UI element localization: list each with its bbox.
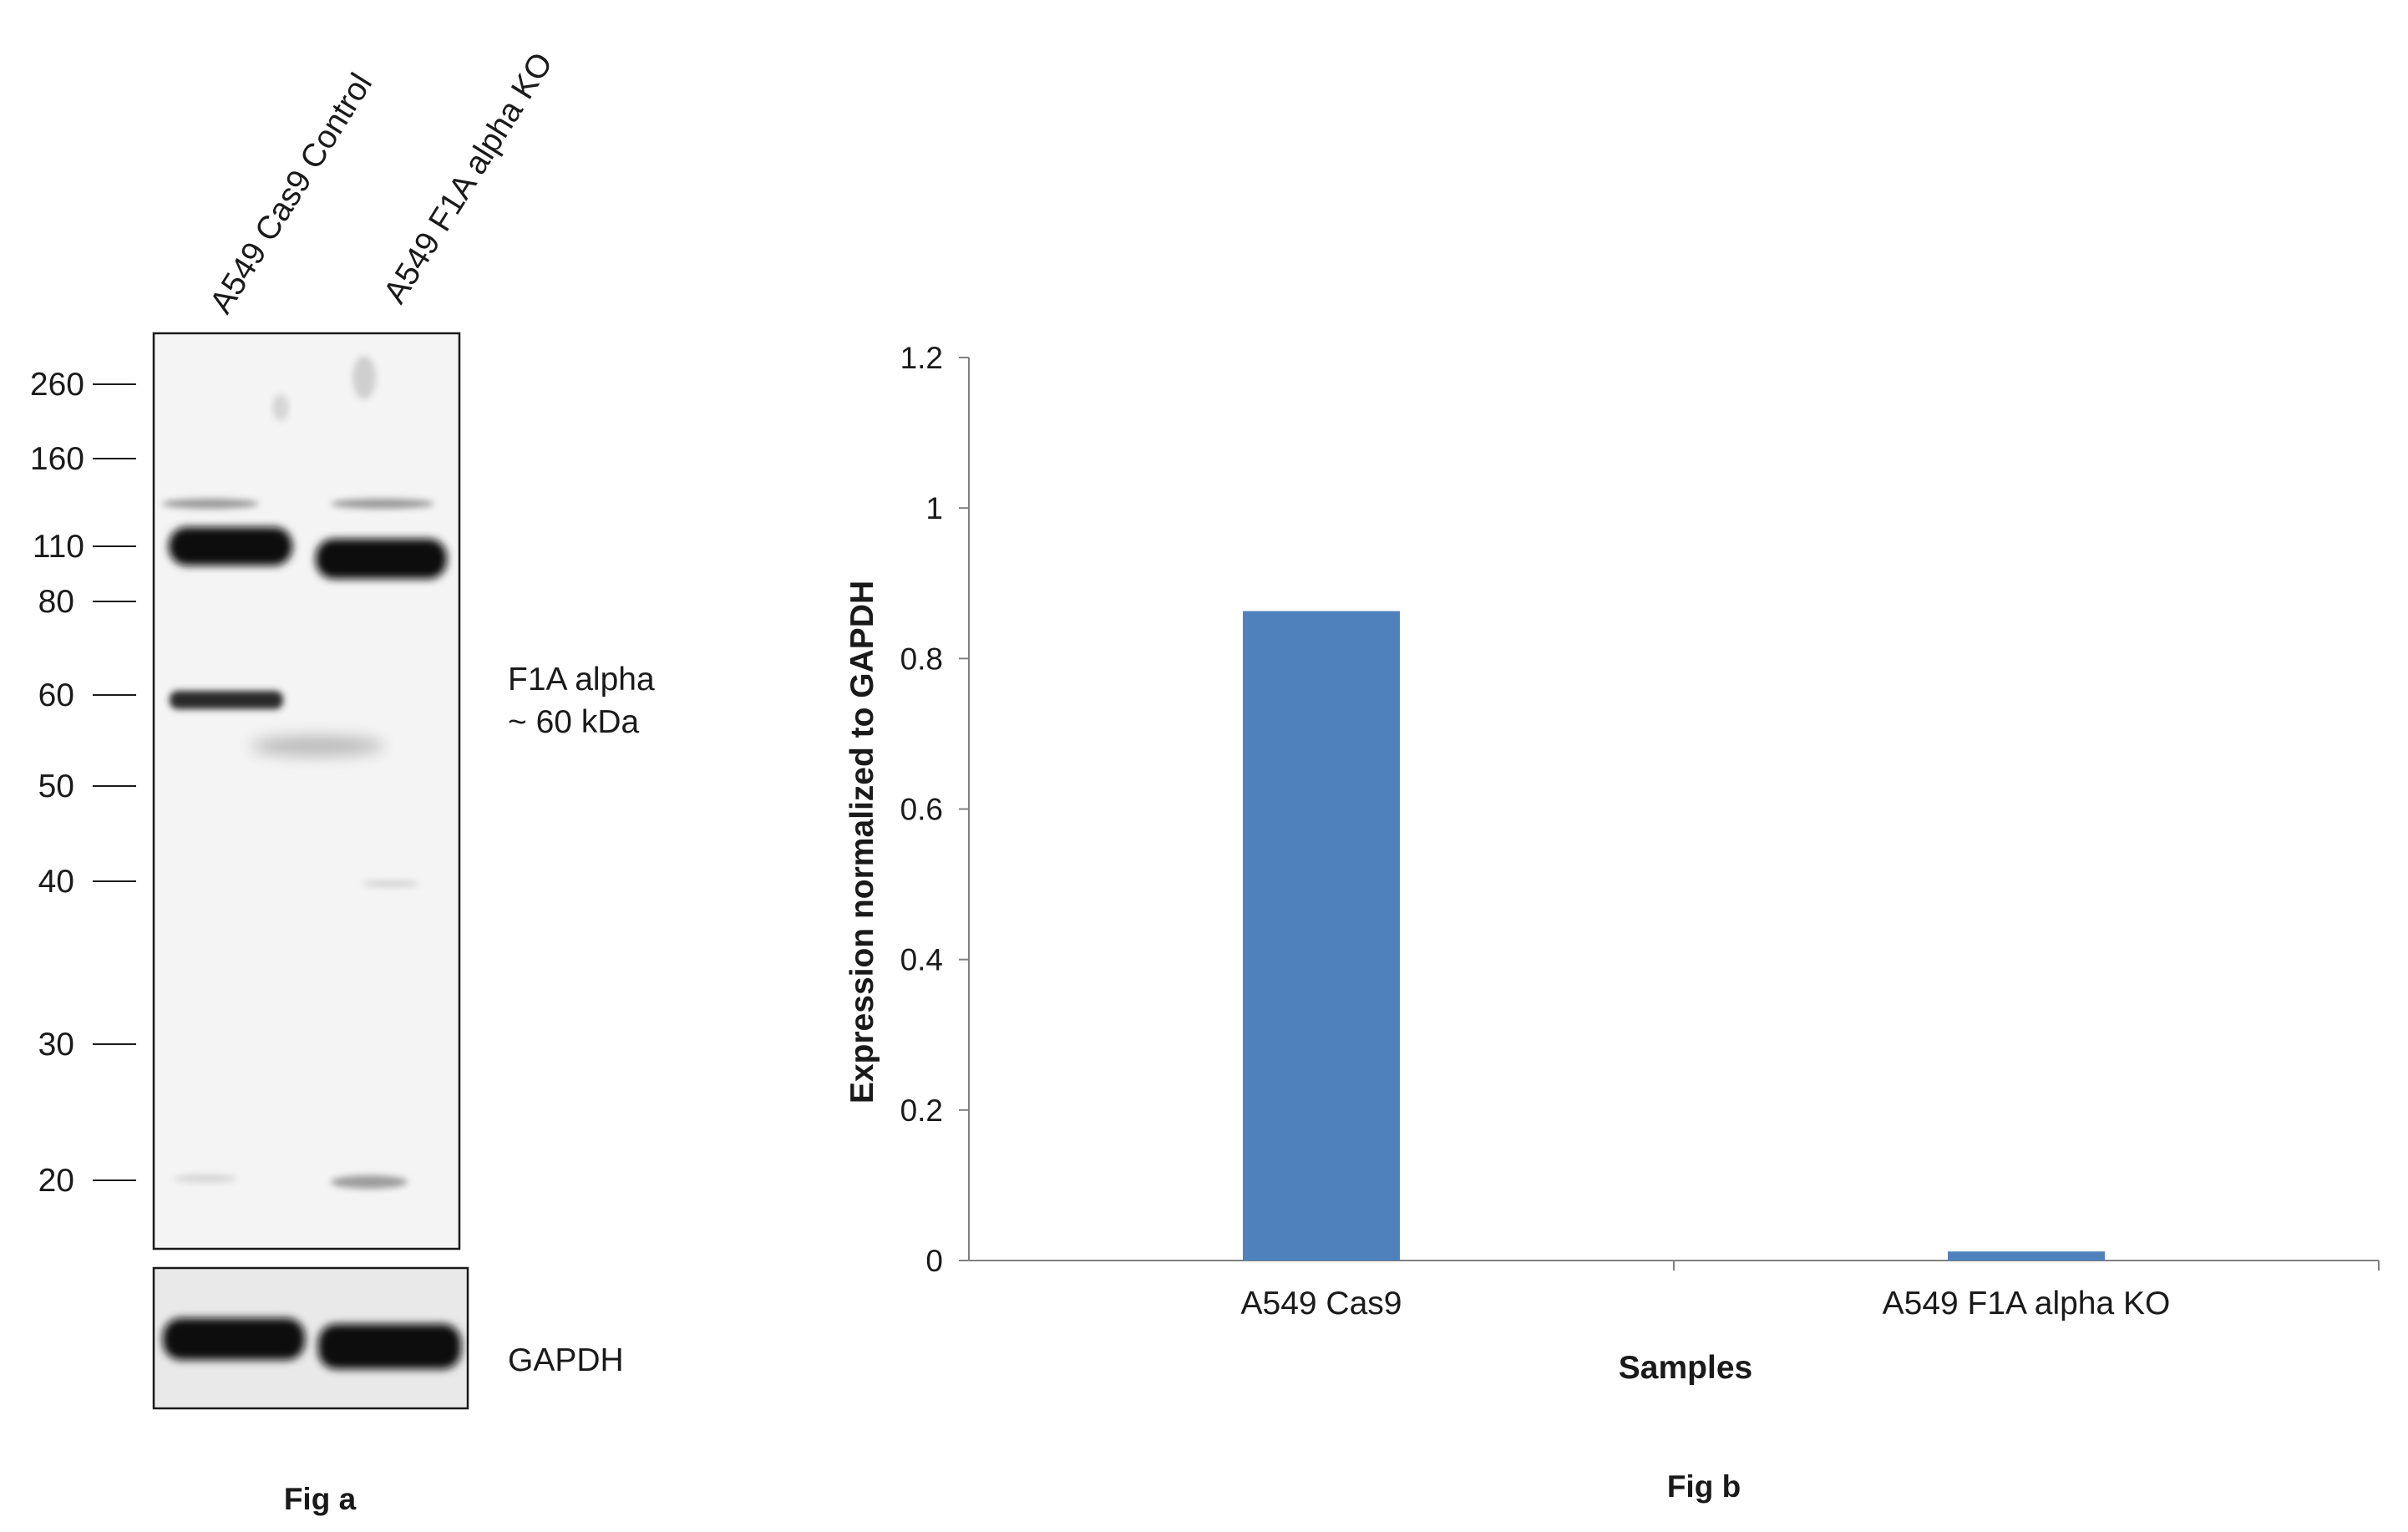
blot-membrane bbox=[152, 332, 461, 1250]
marker-30: 30 bbox=[38, 1027, 74, 1063]
gapdh-label: GAPDH bbox=[508, 1342, 624, 1378]
western-blot-panel: A549 Cas9 Control A549 F1A alpha KO 260 bbox=[30, 47, 655, 1516]
marker-20: 20 bbox=[38, 1163, 74, 1199]
x-axis-label: Samples bbox=[1619, 1350, 1752, 1386]
band-gapdh-ko bbox=[318, 1324, 461, 1369]
bar-chart: 0 0.2 0.4 0.6 0.8 1 1.2 A549 Cas9 A549 F1A alph… bbox=[844, 341, 2380, 1504]
bar-2 bbox=[1948, 1251, 2105, 1261]
band-110-ko bbox=[316, 539, 447, 579]
y-tick-label: 0.8 bbox=[900, 642, 943, 676]
band-60-control bbox=[170, 691, 283, 709]
marker-160: 160 bbox=[30, 441, 84, 477]
x-axis-ticks: A549 Cas9 A549 F1A alpha KO bbox=[1241, 1261, 2380, 1321]
y-tick-label: 0.2 bbox=[900, 1093, 943, 1128]
chart-bars bbox=[1243, 611, 2105, 1261]
fig-a-caption: Fig a bbox=[284, 1482, 357, 1516]
y-axis-ticks: 0 0.2 0.4 0.6 0.8 1 1.2 bbox=[900, 341, 969, 1278]
mw-ladder: 260 160 110 80 60 50 40 30 20 bbox=[30, 367, 136, 1199]
lane-label-ko: A549 F1A alpha KO bbox=[377, 47, 560, 310]
y-tick-label: 0.6 bbox=[900, 793, 943, 827]
band-annotation-size: ~ 60 kDa bbox=[508, 704, 639, 740]
marker-40: 40 bbox=[38, 864, 74, 900]
y-tick-label: 0.4 bbox=[900, 943, 943, 977]
marker-60: 60 bbox=[38, 677, 74, 713]
marker-110: 110 bbox=[33, 529, 84, 565]
band-gapdh-control bbox=[163, 1318, 305, 1360]
x-tick-label: A549 Cas9 bbox=[1241, 1286, 1402, 1321]
fig-b-caption: Fig b bbox=[1667, 1469, 1741, 1504]
band-110-control bbox=[169, 527, 292, 566]
y-axis-label: Expression normalized to GAPDH bbox=[844, 581, 880, 1103]
marker-80: 80 bbox=[38, 584, 74, 620]
y-tick-label: 1 bbox=[925, 491, 943, 525]
band-annotation-name: F1A alpha bbox=[508, 662, 655, 698]
chart-axes bbox=[968, 358, 2379, 1261]
gapdh-membrane bbox=[152, 1266, 469, 1410]
y-tick-label: 1.2 bbox=[900, 341, 943, 375]
lane-label-control: A549 Cas9 Control bbox=[203, 68, 379, 320]
marker-50: 50 bbox=[38, 769, 74, 804]
marker-260: 260 bbox=[30, 367, 84, 403]
y-tick-label: 0 bbox=[925, 1244, 943, 1278]
bar-1 bbox=[1243, 611, 1400, 1261]
x-tick-label: A549 F1A alpha KO bbox=[1883, 1286, 2171, 1321]
